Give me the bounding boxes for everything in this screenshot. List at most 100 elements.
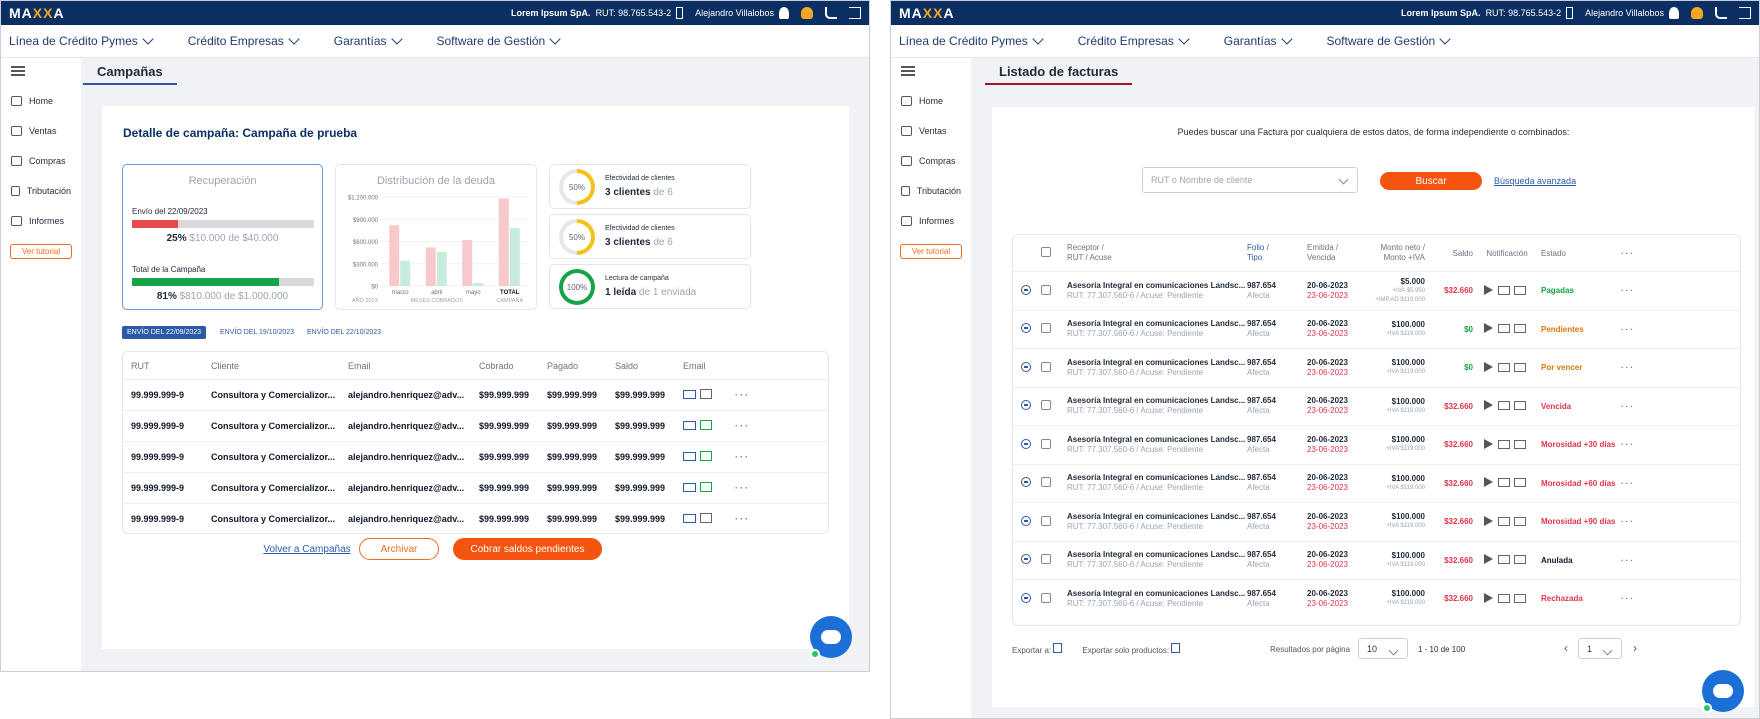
table-row[interactable]: 99.999.999-9 Consultora y Comercializor..… [123,472,828,503]
row-more-icon[interactable]: ··· [735,452,750,462]
email-icon[interactable] [1498,478,1510,488]
filter-envio-3[interactable]: ENVÍO DEL 22/10/2023 [307,329,382,336]
bell-icon[interactable] [1691,7,1703,19]
expand-icon[interactable] [1021,515,1031,526]
sidebar-item-home[interactable]: Home [891,86,971,116]
sidebar-item-compras[interactable]: Compras [891,146,971,176]
menu-icon[interactable] [11,66,25,76]
row-more-icon[interactable]: ··· [1621,594,1635,604]
sidebar-item-compras[interactable]: Compras [1,146,81,176]
row-checkbox[interactable] [1041,592,1051,603]
nav-credito-empresas[interactable]: Crédito Empresas [188,33,300,48]
row-checkbox[interactable] [1041,515,1051,526]
logout-icon[interactable] [849,7,861,19]
email-open-icon[interactable] [1514,516,1526,526]
user-menu[interactable]: Alejandro Villalobos [695,7,789,19]
row-more-icon[interactable]: ··· [1621,517,1635,527]
more-icon[interactable]: ··· [1621,248,1635,258]
col-saldo[interactable]: Saldo [1452,248,1473,258]
nav-software[interactable]: Software de Gestión [437,33,561,48]
maxxa-logo[interactable]: MAXXA [899,5,955,21]
menu-icon[interactable] [901,66,915,76]
table-row[interactable]: Asesoría Integral en comunicaciones Land… [1013,348,1740,387]
row-more-icon[interactable]: ··· [1621,363,1635,373]
email-icon[interactable] [1498,401,1510,411]
email-open-icon[interactable] [1514,285,1526,295]
row-more-icon[interactable]: ··· [1621,286,1635,296]
col-emitida[interactable]: Emitida / Vencida [1307,243,1339,262]
archive-button[interactable]: Archivar [359,538,439,560]
row-more-icon[interactable]: ··· [1621,555,1635,565]
col-estado[interactable]: Estado [1541,248,1566,258]
expand-icon[interactable] [1021,400,1031,411]
email-icon[interactable] [1498,362,1510,372]
sidebar-item-ventas[interactable]: Ventas [891,116,971,146]
tutorial-button[interactable]: Ver tutorial [10,244,72,259]
col-receptor[interactable]: Receptor / RUT / Acuse [1067,243,1112,262]
sidebar-item-informes[interactable]: Informes [1,206,81,236]
logout-icon[interactable] [1739,7,1751,19]
prev-page-icon[interactable]: ‹ [1564,641,1568,655]
filter-envio-1[interactable]: ENVÍO DEL 22/09/2023 [122,326,207,339]
row-more-icon[interactable]: ··· [1621,440,1635,450]
tutorial-button[interactable]: Ver tutorial [900,244,962,259]
row-checkbox[interactable] [1041,400,1051,411]
table-row[interactable]: 99.999.999-9 Consultora y Comercializor..… [123,503,828,533]
send-icon[interactable] [1484,400,1493,411]
export-products-excel[interactable]: Exportar solo productos: [1082,643,1184,655]
row-checkbox[interactable] [1041,323,1051,334]
table-row[interactable]: Asesoría Integral en comunicaciones Land… [1013,502,1740,541]
mail-sent-icon[interactable] [683,483,696,492]
nav-garantias[interactable]: Garantías [334,33,403,48]
row-more-icon[interactable]: ··· [735,514,750,524]
phone-icon[interactable] [825,7,837,19]
email-icon[interactable] [1498,324,1510,334]
expand-icon[interactable] [1021,284,1031,295]
nav-software[interactable]: Software de Gestión [1327,33,1451,48]
send-icon[interactable] [1484,515,1493,526]
email-open-icon[interactable] [1514,593,1526,603]
expand-icon[interactable] [1021,361,1031,372]
advanced-search-link[interactable]: Búsqueda avanzada [1494,176,1577,186]
sidebar-item-informes[interactable]: Informes [891,206,971,236]
table-row[interactable]: Asesoría Integral en comunicaciones Land… [1013,309,1740,349]
row-more-icon[interactable]: ··· [1621,401,1635,411]
row-more-icon[interactable]: ··· [735,390,750,400]
row-checkbox[interactable] [1041,284,1051,295]
email-open-icon[interactable] [1514,324,1526,334]
send-icon[interactable] [1484,323,1493,334]
email-icon[interactable] [1498,555,1510,565]
table-row[interactable]: Asesoría Integral en comunicaciones Land… [1013,271,1740,310]
nav-garantias[interactable]: Garantías [1224,33,1293,48]
expand-icon[interactable] [1021,554,1031,565]
export-excel[interactable]: Exportar a: [1012,643,1066,655]
page-select[interactable]: 1 [1578,638,1622,659]
col-folio[interactable]: Folio / Tipo [1247,243,1269,262]
email-open-icon[interactable] [1514,362,1526,372]
client-search-select[interactable]: RUT o Nombre de cliente [1142,167,1358,193]
table-row[interactable]: Asesoría Integral en comunicaciones Land… [1013,540,1740,580]
row-checkbox[interactable] [1041,438,1051,449]
mail-sent-icon[interactable] [683,421,696,430]
filter-envio-2[interactable]: ENVÍO DEL 19/10/2023 [220,329,295,336]
expand-icon[interactable] [1021,477,1031,488]
search-button[interactable]: Buscar [1380,172,1482,190]
expand-icon[interactable] [1021,323,1031,334]
mail-sent-icon[interactable] [683,514,696,523]
table-row[interactable]: 99.999.999-9 Consultora y Comercializor..… [123,441,828,472]
row-checkbox[interactable] [1041,554,1051,565]
phone-icon[interactable] [1715,7,1727,19]
user-menu[interactable]: Alejandro Villalobos [1585,7,1679,19]
email-icon[interactable] [1498,285,1510,295]
mail-sent-icon[interactable] [683,452,696,461]
per-page-select[interactable]: 10 [1358,638,1408,659]
table-row[interactable]: Asesoría Integral en comunicaciones Land… [1013,463,1740,503]
table-row[interactable]: Asesoría Integral en comunicaciones Land… [1013,386,1740,426]
col-monto[interactable]: Monto neto / Monto +IVA [1380,243,1425,262]
sidebar-item-home[interactable]: Home [1,86,81,116]
next-page-icon[interactable]: › [1633,641,1637,655]
send-icon[interactable] [1484,284,1493,295]
sidebar-item-tributacion[interactable]: Tributación [891,176,971,206]
expand-icon[interactable] [1021,438,1031,449]
charge-pending-button[interactable]: Cobrar saldos pendientes [453,538,602,560]
